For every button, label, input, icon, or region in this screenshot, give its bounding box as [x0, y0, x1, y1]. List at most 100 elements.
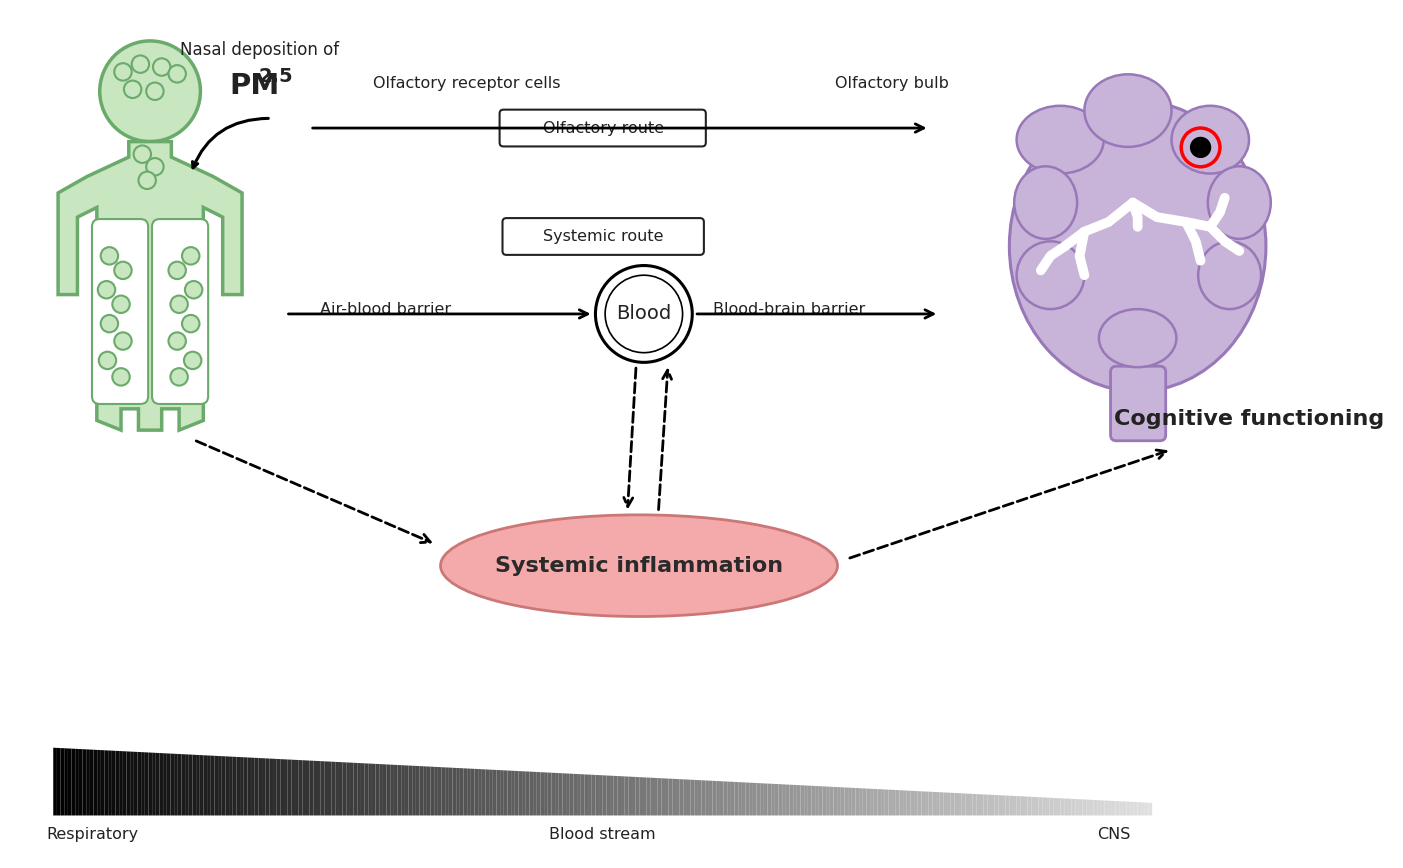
Polygon shape	[801, 786, 804, 815]
Polygon shape	[852, 788, 856, 815]
Polygon shape	[283, 760, 288, 815]
Text: PM: PM	[230, 72, 279, 100]
Polygon shape	[717, 781, 720, 815]
Polygon shape	[504, 770, 508, 815]
Polygon shape	[547, 773, 551, 815]
Circle shape	[185, 281, 202, 299]
Polygon shape	[328, 761, 331, 815]
Polygon shape	[595, 775, 599, 815]
Text: Respiratory: Respiratory	[46, 827, 137, 842]
Polygon shape	[565, 773, 570, 815]
Polygon shape	[152, 753, 156, 815]
Polygon shape	[281, 760, 283, 815]
Polygon shape	[463, 768, 467, 815]
Polygon shape	[349, 763, 354, 815]
Polygon shape	[640, 777, 643, 815]
Polygon shape	[178, 754, 181, 815]
Polygon shape	[394, 765, 397, 815]
Polygon shape	[592, 775, 595, 815]
Polygon shape	[742, 782, 745, 815]
Circle shape	[168, 261, 185, 279]
Polygon shape	[570, 773, 574, 815]
Circle shape	[168, 332, 185, 350]
Polygon shape	[90, 750, 94, 815]
Polygon shape	[431, 766, 434, 815]
Text: Systemic inflammation: Systemic inflammation	[495, 556, 783, 575]
Polygon shape	[885, 790, 888, 815]
Text: Nasal deposition of: Nasal deposition of	[180, 41, 340, 59]
Polygon shape	[442, 767, 445, 815]
Polygon shape	[720, 781, 724, 815]
Polygon shape	[815, 786, 819, 815]
Polygon shape	[335, 762, 340, 815]
Polygon shape	[687, 779, 690, 815]
Polygon shape	[1138, 802, 1141, 815]
Polygon shape	[753, 783, 756, 815]
Polygon shape	[497, 770, 499, 815]
Polygon shape	[1009, 796, 1013, 815]
Polygon shape	[665, 779, 669, 815]
Polygon shape	[174, 753, 178, 815]
Polygon shape	[434, 766, 438, 815]
Ellipse shape	[1198, 241, 1261, 309]
Polygon shape	[779, 784, 783, 815]
Polygon shape	[317, 761, 321, 815]
Polygon shape	[929, 792, 933, 815]
Polygon shape	[1002, 795, 1006, 815]
Polygon shape	[724, 781, 727, 815]
Polygon shape	[976, 794, 981, 815]
Text: Olfactory route: Olfactory route	[543, 121, 664, 135]
Polygon shape	[790, 785, 793, 815]
Polygon shape	[467, 768, 471, 815]
Circle shape	[146, 158, 164, 175]
Polygon shape	[763, 784, 767, 815]
Polygon shape	[833, 787, 838, 815]
Polygon shape	[603, 775, 606, 815]
Polygon shape	[210, 756, 215, 815]
Polygon shape	[574, 773, 577, 815]
Polygon shape	[397, 765, 401, 815]
Polygon shape	[471, 769, 474, 815]
Ellipse shape	[1017, 106, 1104, 174]
Polygon shape	[519, 771, 522, 815]
Polygon shape	[478, 769, 481, 815]
Polygon shape	[1127, 802, 1131, 815]
Polygon shape	[97, 750, 101, 815]
Polygon shape	[456, 768, 460, 815]
Polygon shape	[438, 767, 442, 815]
Circle shape	[595, 266, 692, 362]
Polygon shape	[840, 787, 845, 815]
Polygon shape	[669, 779, 672, 815]
Polygon shape	[511, 771, 515, 815]
Polygon shape	[445, 767, 449, 815]
Polygon shape	[145, 753, 149, 815]
Polygon shape	[1020, 796, 1024, 815]
Text: Systemic route: Systemic route	[543, 229, 664, 244]
Polygon shape	[72, 748, 76, 815]
Polygon shape	[1065, 799, 1068, 815]
Polygon shape	[76, 749, 79, 815]
Polygon shape	[156, 753, 160, 815]
Polygon shape	[86, 749, 90, 815]
Circle shape	[114, 261, 132, 279]
Polygon shape	[654, 778, 658, 815]
Polygon shape	[288, 760, 292, 815]
Polygon shape	[324, 761, 328, 815]
Polygon shape	[302, 760, 306, 815]
Polygon shape	[313, 760, 317, 815]
Polygon shape	[745, 782, 749, 815]
Polygon shape	[460, 768, 463, 815]
Text: Air-blood barrier: Air-blood barrier	[320, 301, 450, 317]
Polygon shape	[53, 747, 58, 815]
Polygon shape	[606, 775, 610, 815]
Polygon shape	[522, 772, 526, 815]
Polygon shape	[240, 757, 244, 815]
Circle shape	[170, 368, 188, 385]
Polygon shape	[149, 753, 152, 815]
Polygon shape	[101, 750, 105, 815]
Polygon shape	[984, 794, 988, 815]
Polygon shape	[690, 779, 694, 815]
Polygon shape	[1083, 799, 1086, 815]
Polygon shape	[822, 786, 826, 815]
Circle shape	[1190, 137, 1211, 158]
